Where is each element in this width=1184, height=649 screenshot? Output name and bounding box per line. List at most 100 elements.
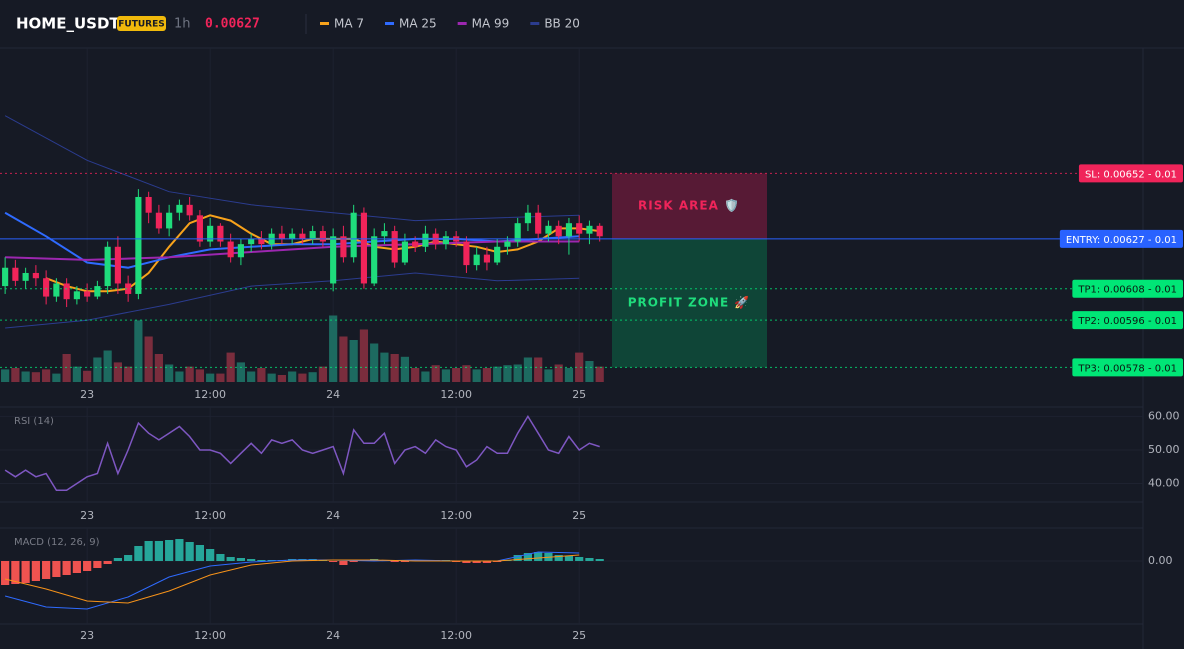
candle-body [32,272,39,279]
histogram-bar [124,555,133,561]
candle-body [401,241,408,263]
candle-body [63,283,70,300]
histogram-bar [72,561,81,573]
volume-bar [329,315,338,382]
volume-bar [62,354,71,382]
indicator-line [4,115,580,222]
level-label-bg [1072,311,1183,330]
volume-bar [421,371,430,382]
histogram-bar [113,558,122,561]
volume-bar [370,343,379,382]
volume-bar [83,370,92,382]
candle-body [217,225,224,242]
candle-body [248,238,255,245]
histogram-bar [226,557,235,561]
histogram-bar [595,559,604,561]
candle-body [442,236,449,245]
x-tick-label: 12:00 [194,388,226,401]
candle-body [545,225,552,234]
volume-bar [472,369,481,382]
volume-bar [318,366,328,382]
candle-body [524,212,532,224]
histogram-bar [472,561,481,563]
volume-bar [21,371,30,382]
volume-bar [216,373,225,382]
y-tick-label: 50.00 [1148,443,1180,456]
volume-bar [462,365,471,382]
volume-bar [52,373,61,382]
volume-bar [575,352,584,382]
histogram-bar [585,558,594,561]
legend-swatch [320,22,329,25]
indicator-line [5,240,580,261]
volume-bar [431,365,440,382]
x-tick-label: 23 [80,629,94,642]
volume-bar [595,366,604,382]
volume-bar [482,368,492,382]
level-label: ENTRY: 0.00627 - 0.01 [1066,235,1177,246]
level-label-bg [1072,358,1183,377]
volume-bar [236,362,246,382]
badge: FUTURES [118,20,164,30]
volume-bar [359,329,369,382]
histogram-bar [206,549,215,561]
pane-title: MACD (12, 26, 9) [14,537,100,548]
candle-body [483,254,491,263]
candle-body [155,212,162,229]
legend-label: MA 99 [472,17,510,31]
histogram-bar [185,542,194,561]
candle-body [2,267,9,287]
volume-bar [154,354,163,382]
x-tick-label: 12:00 [440,388,472,401]
volume-bar [400,356,410,382]
volume-bar [175,371,184,382]
candle-body [381,231,388,237]
zone-label: RISK AREA 🛡️ [638,199,740,213]
volume-bar [206,373,215,382]
volume-bar [185,366,194,382]
level-label-bg [1059,229,1183,248]
candle-body [360,212,367,284]
level-label: TP1: 0.00608 - 0.01 [1077,285,1177,296]
candle-body [319,231,326,242]
volume-bar [72,366,81,382]
candle-body [237,244,244,258]
candle-body [186,204,193,216]
histogram-bar [575,557,584,561]
legend-label: MA 7 [334,17,364,31]
histogram-bar [257,560,266,561]
candle-body [289,233,296,239]
candle-body [84,291,91,297]
candle-body [565,223,573,237]
candle-body [176,204,183,213]
volume-bar [390,354,399,382]
signal-line [4,554,580,604]
candle-body [494,246,501,263]
volume-bar [144,336,153,382]
volume-bar [31,372,40,382]
histogram-bar [400,561,410,562]
candle-body [104,246,111,287]
volume-bar [503,365,512,382]
histogram-bar [11,561,20,584]
candle-body [145,196,152,213]
volume-bar [124,366,133,382]
zone [612,238,767,368]
volume-bar [349,340,358,382]
volume-bar [103,350,112,382]
histogram-bar [329,561,338,562]
volume-bar [1,369,10,382]
candle-body [371,236,378,284]
volume-bar [564,368,574,382]
symbol: HOME_USDT [16,15,120,33]
candle-body [504,241,511,247]
volume-bar [134,320,143,382]
histogram-bar [134,546,143,561]
level-label: SL: 0.00652 - 0.01 [1085,169,1177,180]
y-tick-label: 40.00 [1148,477,1180,490]
volume-bar [257,368,266,382]
last-price: 0.00627 [205,17,260,32]
candle-body [278,233,285,239]
candle-body [463,241,470,266]
volume-bar [380,352,389,382]
